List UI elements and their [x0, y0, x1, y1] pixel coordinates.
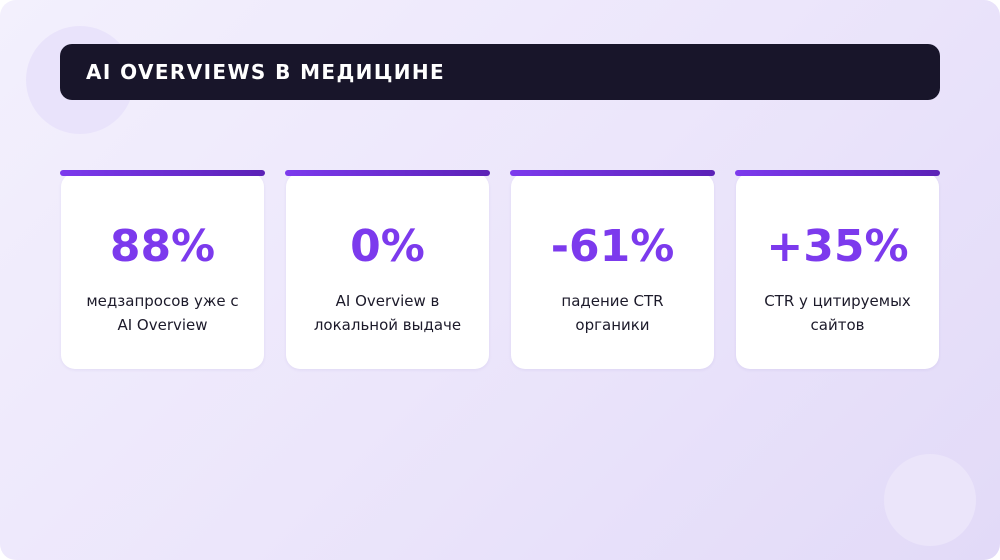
- title: AI OVERVIEWS В МЕДИЦИНЕ: [86, 60, 446, 84]
- stat-label: AI Overview в локальной выдаче: [313, 292, 462, 334]
- stat-label: медзапросов уже с AI Overview: [86, 292, 239, 334]
- stat-card: 0% AI Overview в локальной выдаче: [285, 170, 490, 369]
- stat-label: CTR у цитируемых сайтов: [764, 292, 911, 334]
- accent-bar: [735, 170, 940, 176]
- decor-circle: [884, 454, 976, 546]
- cards: 88% медзапросов уже с AI Overview 0% AI Ov…: [60, 170, 940, 369]
- card-body: 0% AI Overview в локальной выдаче: [286, 173, 489, 369]
- stat-label: падение CTR органики: [561, 292, 664, 334]
- stat-value: 0%: [350, 221, 425, 272]
- stat-card: -61% падение CTR органики: [510, 170, 715, 369]
- card-body: +35% CTR у цитируемых сайтов: [736, 173, 939, 369]
- stat-value: +35%: [766, 221, 909, 272]
- stat-card: 88% медзапросов уже с AI Overview: [60, 170, 265, 369]
- card-body: 88% медзапросов уже с AI Overview: [61, 173, 264, 369]
- stat-value: -61%: [550, 221, 675, 272]
- stat-value: 88%: [109, 221, 216, 272]
- accent-bar: [510, 170, 715, 176]
- header: AI OVERVIEWS В МЕДИЦИНЕ: [60, 44, 940, 100]
- card-body: -61% падение CTR органики: [511, 173, 714, 369]
- accent-bar: [60, 170, 265, 176]
- stat-card: +35% CTR у цитируемых сайтов: [735, 170, 940, 369]
- accent-bar: [285, 170, 490, 176]
